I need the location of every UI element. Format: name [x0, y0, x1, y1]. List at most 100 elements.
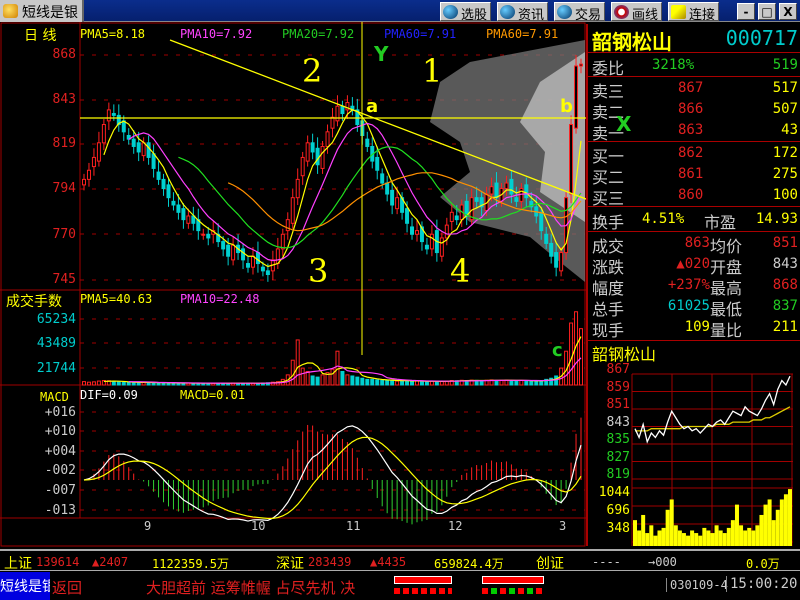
candle: [494, 182, 499, 199]
maximize-button[interactable]: □: [758, 3, 776, 20]
candle: [380, 173, 385, 184]
candle: [156, 171, 161, 180]
volume-bar: [360, 377, 365, 386]
sell-row: 卖三 867 517: [592, 78, 798, 101]
volume-bar: [350, 375, 355, 386]
volume-bar: [424, 381, 429, 386]
sell-price: 867: [678, 80, 704, 96]
intraday-price-tick: 851: [606, 397, 630, 412]
news-button[interactable]: 资讯: [497, 2, 549, 23]
kline-chart[interactable]: [0, 22, 586, 548]
globe-icon: [500, 5, 515, 19]
intraday-chart[interactable]: [588, 360, 800, 546]
stat-value: 211: [772, 319, 798, 335]
intraday-volume-bar: [706, 530, 711, 546]
buy-price: 861: [678, 166, 704, 182]
stat-row: 成交 863 均价 851: [592, 233, 798, 256]
trade-button[interactable]: 交易: [554, 2, 606, 23]
candle: [151, 153, 156, 169]
candle: [260, 266, 265, 272]
sell-row: 卖二 866 507: [592, 99, 798, 122]
volume-bar: [121, 381, 126, 386]
candle: [290, 197, 295, 224]
pma20-label: PMA20=7.92: [282, 27, 355, 41]
globe-icon: [557, 5, 572, 19]
candle: [489, 186, 494, 195]
candle: [285, 219, 290, 232]
macd-tick: +004: [44, 444, 76, 459]
candle: [231, 244, 236, 261]
ma60-line: [227, 172, 582, 232]
sz-index: 283439: [308, 555, 352, 569]
candle: [559, 252, 564, 272]
cy-label: 创证: [536, 556, 564, 572]
intraday-volume-bar: [743, 530, 748, 546]
x-tick: 10: [251, 519, 266, 533]
volume-bar: [419, 380, 424, 386]
volume-tick: 21744: [36, 361, 76, 376]
stat-label: 开盘: [710, 258, 743, 277]
close-button[interactable]: X: [779, 3, 797, 20]
return-link[interactable]: 返回: [52, 579, 83, 597]
candle: [355, 109, 360, 126]
button-label: 选股: [461, 8, 488, 23]
candle: [410, 226, 415, 235]
volume-tick: 65234: [36, 312, 76, 327]
select-stock-button[interactable]: 选股: [440, 2, 492, 23]
price-tick: 843: [52, 92, 76, 107]
pe-value: 14.93: [755, 211, 798, 227]
buy-row: 买一 862 172: [592, 143, 798, 166]
connect-button[interactable]: 连接: [668, 2, 720, 23]
intraday-volume-bar: [657, 530, 662, 546]
annotation-c: c: [552, 340, 563, 361]
candle: [201, 233, 206, 236]
annotation-y: Y: [374, 42, 389, 66]
draw-line-button[interactable]: 画线: [611, 2, 663, 23]
volume-bar: [405, 380, 410, 386]
volume-bar: [335, 350, 340, 386]
candle: [146, 142, 151, 158]
volume-bar: [86, 381, 91, 386]
intraday-volume-bar: [690, 530, 695, 546]
x-tick: 3: [559, 519, 567, 533]
buy-label: 买一: [592, 147, 625, 166]
pma60-label: PMA60=7.91: [384, 27, 457, 41]
app-logo-icon: [3, 4, 18, 18]
candle: [305, 142, 310, 162]
volume-bar: [96, 380, 101, 386]
volume-bar: [101, 379, 106, 386]
volume-bar: [325, 372, 330, 386]
cy-amount: 0.0万: [746, 557, 780, 571]
intraday-price-tick: 843: [606, 414, 630, 430]
stat-label: 最低: [710, 300, 743, 319]
app-label-text: 短线是银: [0, 579, 50, 595]
stat-label: 成交: [592, 237, 625, 256]
volume-bar: [365, 378, 370, 386]
candle: [405, 208, 410, 224]
intraday-volume-bar: [726, 527, 731, 546]
turnover-label: 换手: [592, 213, 625, 232]
intraday-price-tick: 867: [606, 362, 630, 377]
market-indicator-icons: [482, 588, 544, 594]
sh-change: ▲2407: [92, 555, 129, 569]
candle: [345, 102, 350, 111]
sell-price: 866: [678, 101, 704, 117]
stat-row: 现手 109 量比 211: [592, 317, 798, 340]
x-tick: 12: [448, 519, 463, 533]
volume-bar: [549, 377, 554, 386]
candle: [91, 156, 96, 168]
volume-bar: [524, 380, 529, 386]
stat-value: 843: [772, 256, 798, 272]
candle: [136, 142, 141, 153]
buy-label: 买二: [592, 168, 625, 187]
volume-bar: [494, 379, 499, 386]
market-strength-bar: [482, 576, 544, 584]
stat-row: 总手 61025 最低 837: [592, 296, 798, 319]
minimize-button[interactable]: -: [737, 3, 755, 20]
intraday-price-tick: 859: [606, 379, 630, 395]
candle: [226, 244, 231, 257]
app-label[interactable]: 短线是银: [0, 572, 50, 600]
candle: [385, 182, 390, 195]
intraday-volume-bar: [661, 527, 666, 546]
volume-bar: [310, 375, 315, 386]
